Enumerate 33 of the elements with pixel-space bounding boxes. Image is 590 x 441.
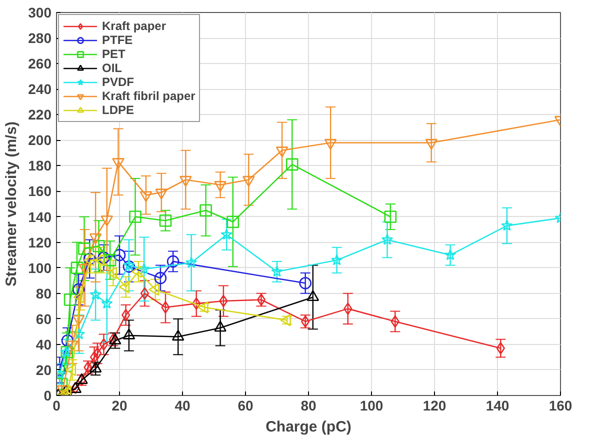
y-tick-label: 260 bbox=[28, 56, 52, 72]
x-tick-label: 100 bbox=[360, 398, 384, 414]
legend-label: OIL bbox=[102, 61, 122, 75]
x-axis-title: Charge (pC) bbox=[266, 418, 352, 436]
x-tick-label: 60 bbox=[238, 398, 254, 414]
x-tick-label: 40 bbox=[174, 398, 190, 414]
x-tick-label: 120 bbox=[422, 398, 446, 414]
y-tick-label: 180 bbox=[28, 158, 52, 174]
y-tick-label: 20 bbox=[36, 362, 52, 378]
y-tick-label: 240 bbox=[28, 81, 52, 98]
legend-label: PET bbox=[102, 47, 126, 61]
y-axis-title: Streamer velocity (m/s) bbox=[3, 121, 20, 287]
y-tick-label: 80 bbox=[36, 285, 52, 302]
x-tick-label: 160 bbox=[548, 398, 572, 414]
x-tick-label: 140 bbox=[486, 398, 510, 414]
x-tick-label: 80 bbox=[300, 398, 316, 414]
y-tick-label: 220 bbox=[28, 106, 52, 123]
y-tick-label: 0 bbox=[44, 388, 52, 404]
y-tick-label: 160 bbox=[28, 183, 52, 200]
y-tick-label: 300 bbox=[28, 4, 52, 20]
y-tick-label: 280 bbox=[28, 30, 52, 46]
y-tick-label: 120 bbox=[28, 234, 52, 250]
legend-label: Kraft fibril paper bbox=[102, 89, 196, 103]
legend-label: PVDF bbox=[102, 75, 134, 89]
y-tick-label: 200 bbox=[28, 132, 52, 148]
y-tick-label: 140 bbox=[28, 208, 52, 225]
y-tick-label: 40 bbox=[36, 336, 52, 352]
x-tick-label: 20 bbox=[112, 398, 128, 414]
legend-label: PTFE bbox=[102, 33, 133, 47]
legend-label: Kraft paper bbox=[102, 19, 166, 33]
y-tick-label: 100 bbox=[28, 260, 52, 276]
y-tick-label: 60 bbox=[36, 310, 52, 327]
legend-label: LDPE bbox=[102, 103, 134, 117]
